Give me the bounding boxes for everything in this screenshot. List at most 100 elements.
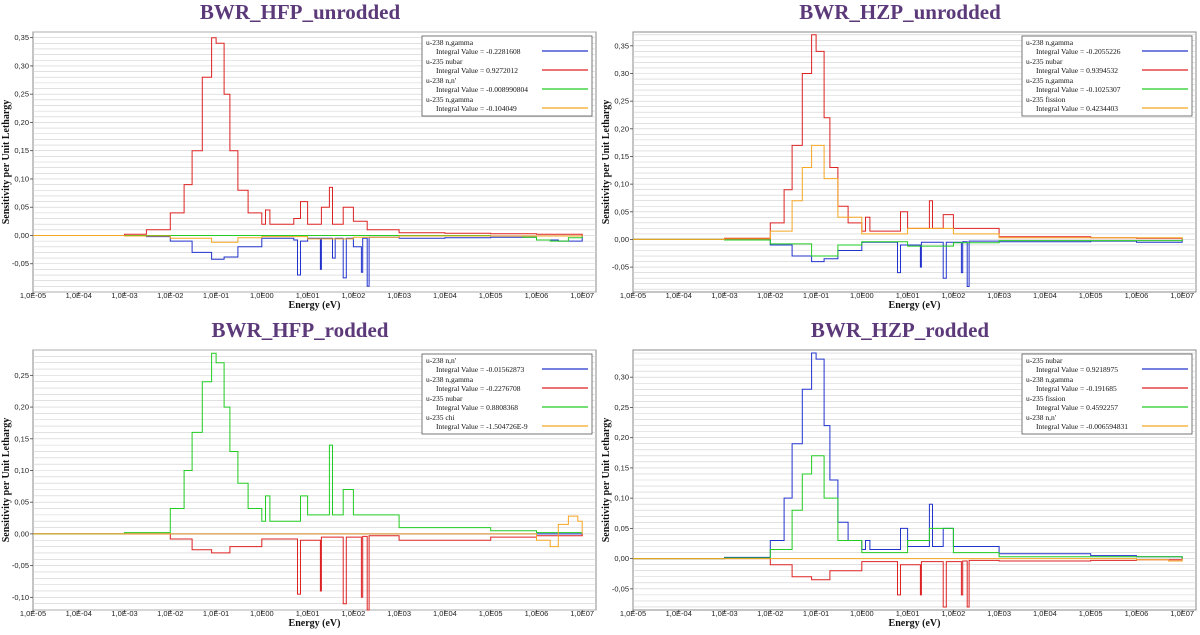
x-tick-label: 1,0E00 — [250, 291, 274, 300]
y-tick-label: 0,15 — [614, 152, 629, 161]
x-tick-label: 1,0E-03 — [711, 291, 737, 300]
legend-series-name: u-235 fission — [1026, 394, 1066, 403]
y-tick-label: 0,25 — [614, 403, 629, 412]
legend-series-name: u-238 n,gamma — [426, 38, 474, 47]
x-tick-label: 1,0E02 — [341, 291, 365, 300]
x-tick-label: 1,0E03 — [387, 609, 411, 618]
y-tick-label: -0,05 — [12, 259, 29, 268]
y-tick-label: 0,00 — [14, 529, 29, 538]
x-tick-label: 1,0E-02 — [757, 609, 783, 618]
chart-panel-hfp-rodded: BWR_HFP_rodded -0,10 -0,05 0,00 0,05 0,10 0,1… — [0, 318, 600, 635]
chart-panel-hfp-unrodded: BWR_HFP_unrodded -0,05 0,00 0,05 0,10 0,15 0,… — [0, 0, 600, 317]
x-tick-label: 1,0E02 — [941, 609, 965, 618]
x-tick-label: 1,0E01 — [896, 291, 920, 300]
y-tick-label: 0,10 — [614, 494, 629, 503]
x-tick-label: 1,0E07 — [570, 609, 594, 618]
x-tick-label: 1,0E00 — [850, 609, 874, 618]
x-tick-label: 1,0E07 — [1170, 291, 1194, 300]
x-tick-label: 1,0E04 — [1033, 291, 1057, 300]
series-line — [33, 515, 583, 548]
y-tick-label: 0,20 — [14, 403, 29, 412]
x-tick-label: 1,0E-01 — [803, 291, 829, 300]
x-tick-label: 1,0E-02 — [157, 609, 183, 618]
legend-integral-value: Integral Value = -0.191685 — [1036, 384, 1117, 393]
y-axis-label: Sensitivity per Unit Lethargy — [1, 418, 12, 543]
legend-box — [421, 35, 593, 117]
series-line — [33, 235, 583, 243]
x-axis-label: Energy (eV) — [889, 300, 941, 311]
series-line — [633, 558, 1183, 562]
x-axis-label: Energy (eV) — [289, 618, 341, 629]
series-line — [33, 352, 583, 535]
x-tick-label: 1,0E-05 — [620, 609, 646, 618]
series-line — [633, 455, 1183, 560]
legend-integral-value: Integral Value = -0.2055226 — [1036, 47, 1121, 56]
legend-integral-value: Integral Value = 0.9218975 — [1036, 365, 1118, 374]
y-tick-label: 0,20 — [14, 118, 29, 127]
y-tick-label: 0,30 — [14, 61, 29, 70]
legend-box — [1021, 353, 1193, 435]
y-tick-label: 0,10 — [14, 174, 29, 183]
series-line — [633, 238, 1183, 257]
legend-integral-value: Integral Value = -0.1025307 — [1036, 85, 1121, 94]
y-tick-label: 0,35 — [614, 41, 629, 50]
x-tick-label: 1,0E03 — [387, 291, 411, 300]
y-tick-label: 0,35 — [14, 33, 29, 42]
x-axis-label: Energy (eV) — [289, 300, 341, 311]
y-tick-label: 0,20 — [614, 433, 629, 442]
legend-series-name: u-238 n,n' — [1026, 413, 1057, 422]
x-tick-label: 1,0E-04 — [66, 609, 92, 618]
x-tick-label: 1,0E05 — [1079, 609, 1103, 618]
x-tick-label: 1,0E-02 — [757, 291, 783, 300]
y-tick-label: 0,05 — [614, 207, 629, 216]
legend-series-name: u-235 n,gamma — [1026, 76, 1074, 85]
x-tick-label: 1,0E-02 — [157, 291, 183, 300]
chart-title: BWR_HFP_rodded — [211, 318, 389, 342]
x-tick-label: 1,0E01 — [296, 291, 320, 300]
x-tick-label: 1,0E-04 — [66, 291, 92, 300]
x-tick-label: 1,0E-04 — [666, 609, 692, 618]
y-tick-label: 0,05 — [14, 498, 29, 507]
x-tick-label: 1,0E00 — [250, 609, 274, 618]
legend-integral-value: Integral Value = -0.01562873 — [436, 365, 524, 374]
y-tick-label: 0,10 — [14, 466, 29, 475]
x-tick-label: 1,0E-05 — [20, 291, 46, 300]
legend-series-name: u-238 n,gamma — [1026, 375, 1074, 384]
series-line — [633, 558, 1183, 608]
y-axis-label: Sensitivity per Unit Lethargy — [1, 100, 12, 225]
chart-svg: -0,05 0,00 0,05 0,10 0,15 0,20 0,25 0,30 0,35 1,0… — [601, 31, 1197, 311]
legend-series-name: u-235 nubar — [426, 57, 463, 66]
x-tick-label: 1,0E06 — [525, 291, 549, 300]
legend-box — [421, 353, 593, 435]
x-tick-label: 1,0E06 — [1125, 291, 1149, 300]
legend-series-name: u-238 n,gamma — [426, 375, 474, 384]
legend-integral-value: Integral Value = -0.104049 — [436, 104, 517, 113]
y-tick-label: 0,30 — [614, 69, 629, 78]
x-tick-label: 1,0E-01 — [203, 291, 229, 300]
x-tick-label: 1,0E-03 — [111, 609, 137, 618]
legend-series-name: u-235 nubar — [1026, 57, 1063, 66]
y-tick-label: 0,20 — [614, 124, 629, 133]
y-tick-label: 0,25 — [14, 371, 29, 380]
series-line — [33, 37, 583, 236]
y-tick-label: -0,05 — [12, 561, 29, 570]
y-tick-label: 0,15 — [14, 434, 29, 443]
y-tick-label: 0,25 — [614, 97, 629, 106]
x-tick-label: 1,0E02 — [341, 609, 365, 618]
legend-integral-value: Integral Value = -0.006594831 — [1036, 422, 1128, 431]
y-tick-label: -0,05 — [612, 263, 629, 272]
y-axis-label: Sensitivity per Unit Lethargy — [601, 100, 612, 225]
y-axis-label: Sensitivity per Unit Lethargy — [601, 418, 612, 543]
y-tick-label: 0,05 — [14, 203, 29, 212]
y-tick-label: 0,30 — [614, 373, 629, 382]
legend-integral-value: Integral Value = -0.2281608 — [436, 47, 521, 56]
x-tick-label: 1,0E02 — [941, 291, 965, 300]
x-tick-label: 1,0E05 — [479, 291, 503, 300]
x-tick-label: 1,0E-05 — [620, 291, 646, 300]
y-tick-label: 0,00 — [614, 554, 629, 563]
legend-series-name: u-238 n,n' — [426, 76, 457, 85]
y-tick-label: 0,05 — [614, 524, 629, 533]
x-tick-label: 1,0E-03 — [111, 291, 137, 300]
chart-panel-hzp-unrodded: BWR_HZP_unrodded -0,05 0,00 0,05 0,10 0,15 0,… — [600, 0, 1200, 317]
legend-integral-value: Integral Value = 0.9394532 — [1036, 66, 1118, 75]
